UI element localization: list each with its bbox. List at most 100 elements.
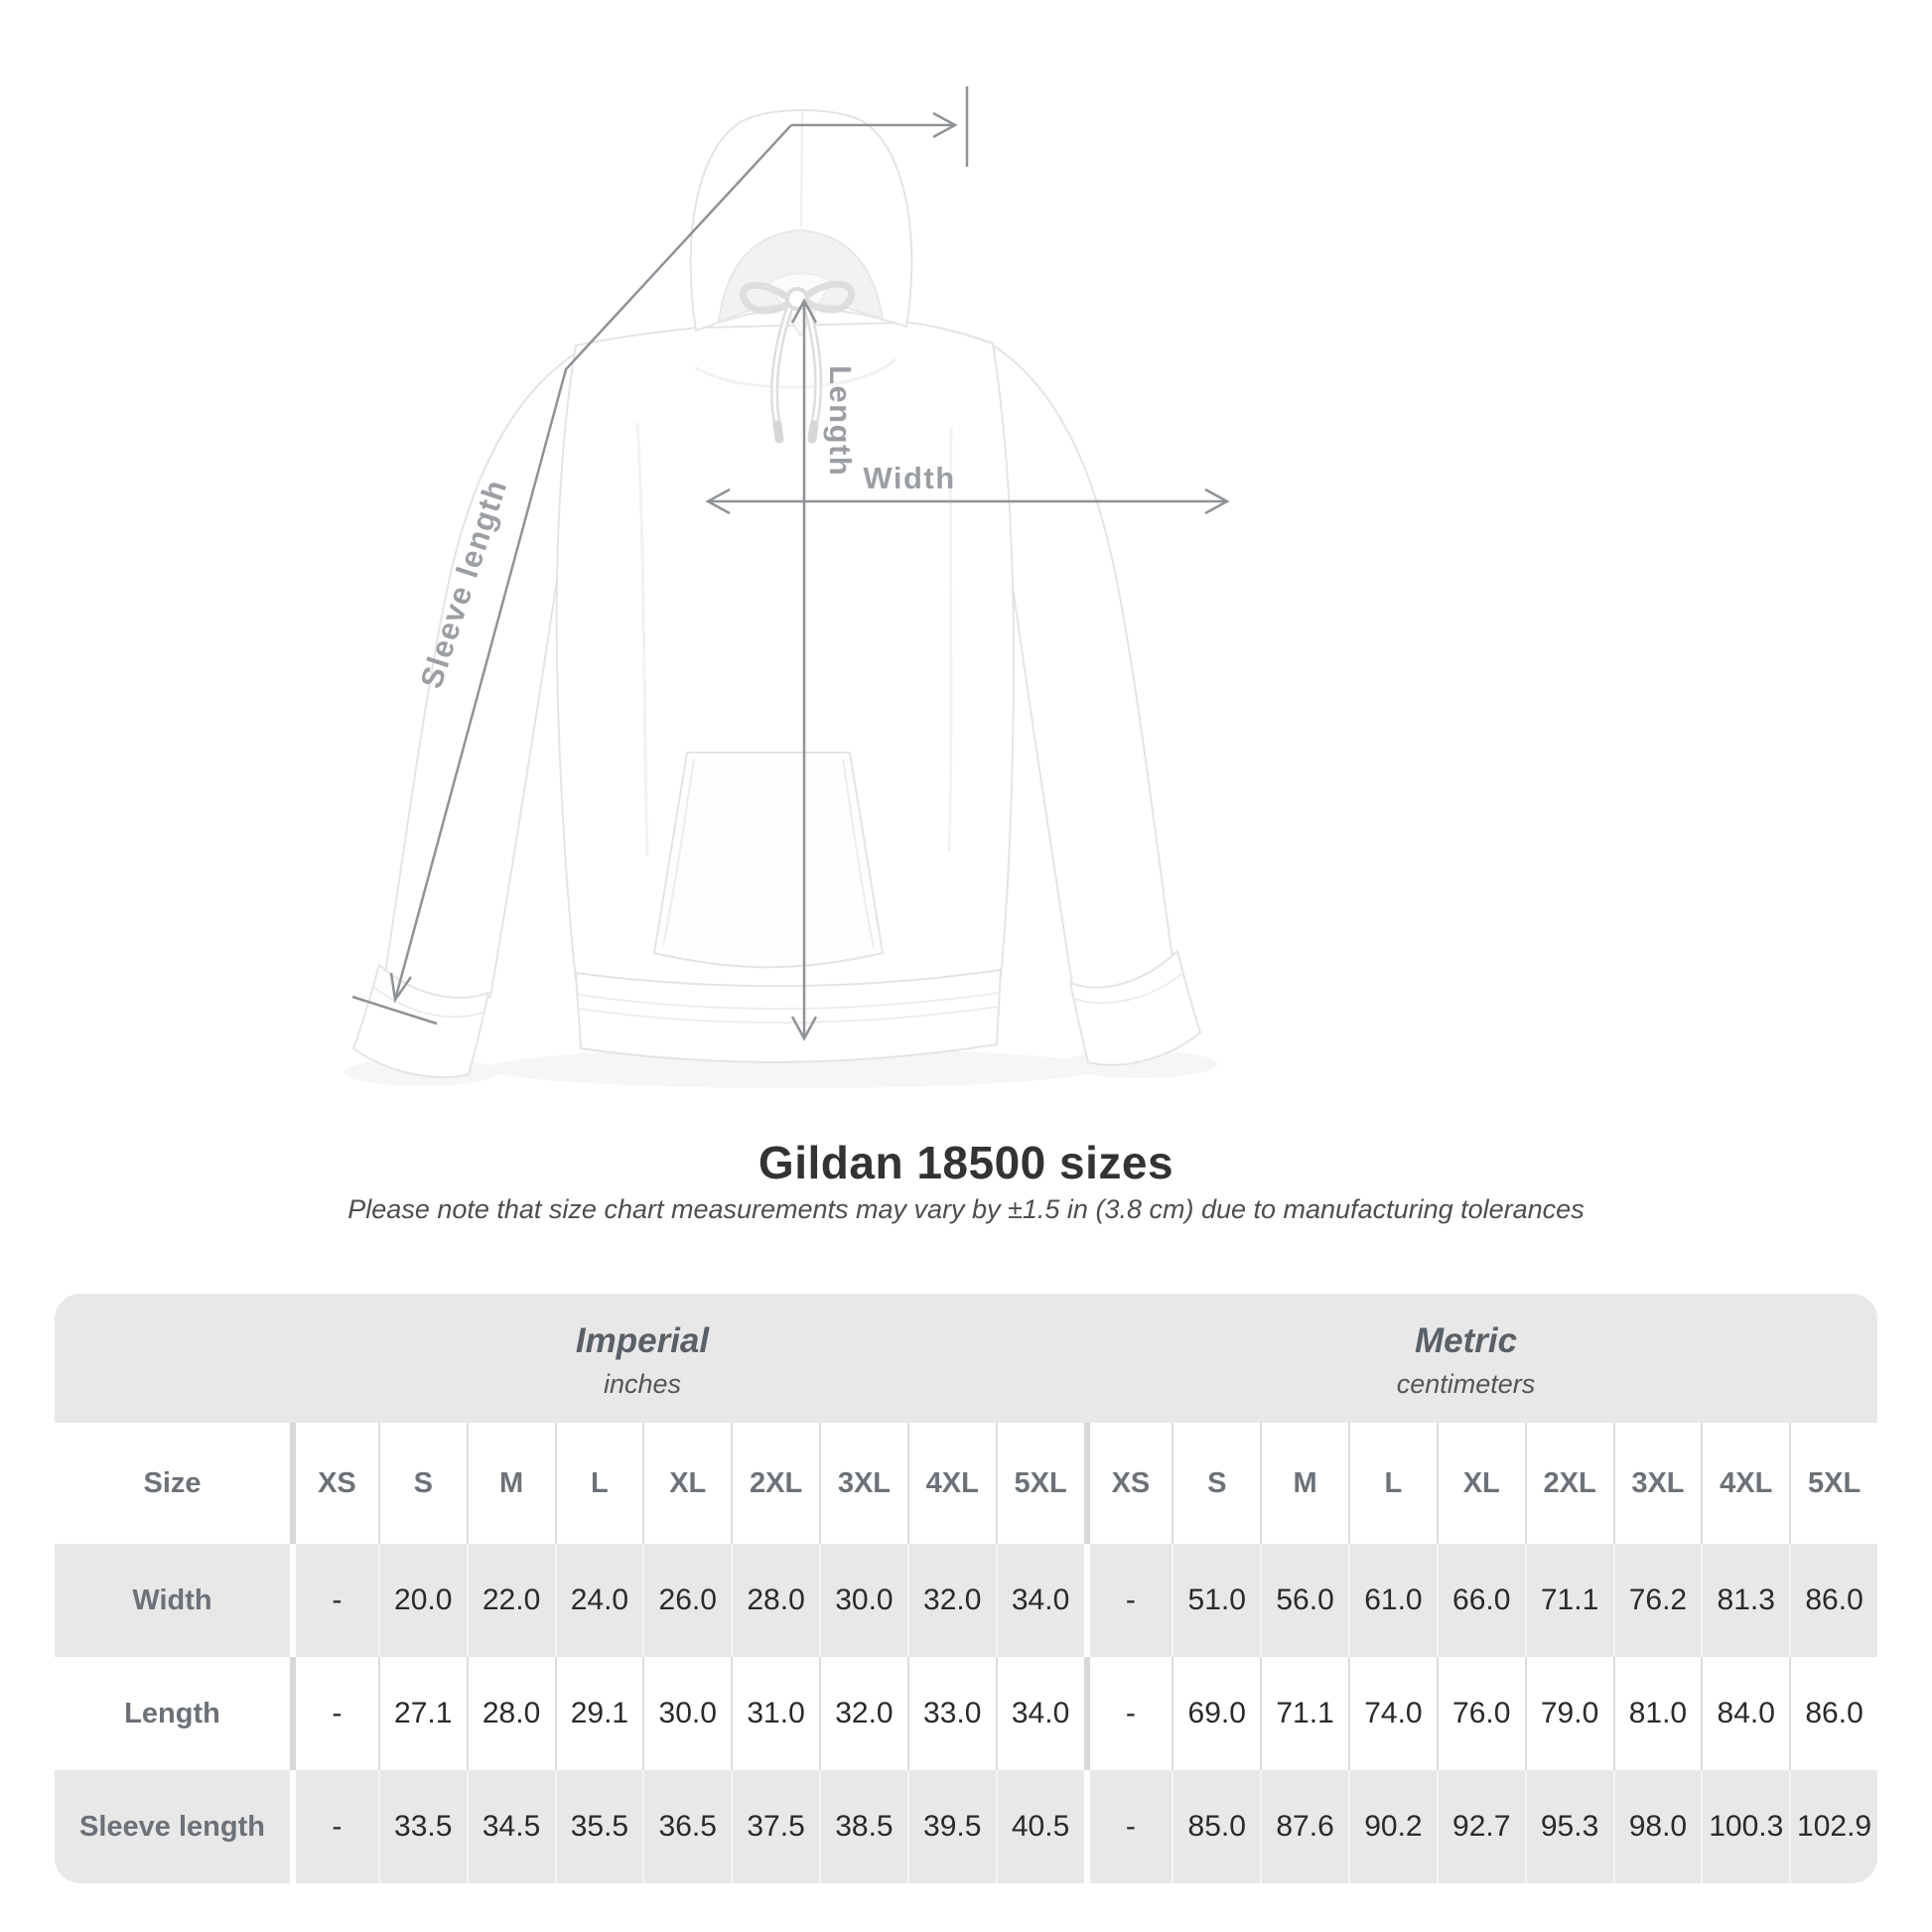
size-header-imperial-s: S (377, 1423, 467, 1544)
value-cell-imperial: 32.0 (819, 1657, 907, 1770)
size-header-metric-5xl: 5XL (1789, 1423, 1877, 1544)
width-label: Width (863, 461, 955, 495)
value-cell-metric: 98.0 (1612, 1770, 1702, 1883)
imperial-header: Imperial inches (245, 1294, 1039, 1423)
value-cell-imperial: 39.5 (906, 1770, 996, 1883)
value-cell-imperial: - (290, 1657, 378, 1770)
tolerance-note: Please note that size chart measurements… (347, 1194, 1585, 1224)
drawstrings (740, 280, 855, 444)
kangaroo-pocket (652, 752, 885, 969)
size-header-imperial-4xl: 4XL (906, 1423, 996, 1544)
metric-header: Metric centimeters (1069, 1294, 1863, 1423)
value-cell-imperial: 22.0 (466, 1544, 555, 1657)
value-cell-metric: 100.3 (1701, 1770, 1789, 1883)
right-sleeve (990, 344, 1174, 989)
size-header-metric-4xl: 4XL (1701, 1423, 1789, 1544)
value-cell-metric: 76.2 (1612, 1544, 1702, 1657)
value-cell-metric: 95.3 (1524, 1770, 1613, 1883)
imperial-unit: inches (603, 1368, 682, 1399)
value-cell-imperial: - (290, 1770, 378, 1883)
size-header-metric-2xl: 2XL (1524, 1423, 1613, 1544)
arrow-up-icon (790, 298, 818, 324)
value-cell-imperial: 40.5 (995, 1770, 1084, 1883)
size-header-metric-m: M (1260, 1423, 1348, 1544)
value-cell-metric: 90.2 (1348, 1770, 1437, 1883)
row-label: Length (124, 1697, 220, 1729)
left-cuff (351, 963, 490, 1078)
value-cell-metric: 74.0 (1348, 1657, 1437, 1770)
hoodie-illustration (351, 109, 1202, 1078)
size-column-header: Size (143, 1466, 202, 1499)
value-cell-metric: 85.0 (1172, 1770, 1260, 1883)
value-cell-imperial: 31.0 (731, 1657, 819, 1770)
arrow-right-icon (932, 111, 958, 139)
value-cell-imperial: 35.5 (554, 1770, 643, 1883)
value-cell-metric: 79.0 (1524, 1657, 1613, 1770)
size-header-metric-l: L (1348, 1423, 1437, 1544)
value-cell-metric: 92.7 (1436, 1770, 1525, 1883)
value-cell-imperial: 20.0 (377, 1544, 467, 1657)
value-cell-metric: 69.0 (1172, 1657, 1260, 1770)
arrow-right-icon (1204, 487, 1230, 515)
value-cell-imperial: 27.1 (377, 1657, 467, 1770)
value-cell-metric: 86.0 (1789, 1544, 1877, 1657)
size-header-metric-s: S (1172, 1423, 1260, 1544)
measurement-row-width: Width -20.0 22.0 24.0 26.0 28.0 30.0 32.0 34.0-5… (55, 1544, 1877, 1657)
value-cell-metric: 71.1 (1260, 1657, 1348, 1770)
value-cell-imperial: 33.0 (906, 1657, 996, 1770)
value-cell-metric: 71.1 (1524, 1544, 1613, 1657)
length-label: Length (823, 365, 858, 477)
value-cell-imperial: 38.5 (819, 1770, 907, 1883)
value-cell-metric: 51.0 (1172, 1544, 1260, 1657)
size-header-imperial-2xl: 2XL (731, 1423, 819, 1544)
size-header-metric-xl: XL (1436, 1423, 1525, 1544)
value-cell-metric: 84.0 (1701, 1657, 1789, 1770)
row-label: Sleeve length (79, 1810, 265, 1843)
value-cell-imperial: 36.5 (642, 1770, 731, 1883)
arrow-left-icon (705, 487, 731, 515)
metric-label: Metric (1414, 1320, 1518, 1360)
value-cell-metric: - (1083, 1544, 1173, 1657)
value-cell-metric: - (1083, 1770, 1173, 1883)
value-cell-metric: 87.6 (1260, 1770, 1348, 1883)
value-cell-imperial: 24.0 (554, 1544, 643, 1657)
value-cell-metric: 102.9 (1789, 1770, 1877, 1883)
value-cell-imperial: 33.5 (377, 1770, 467, 1883)
measurement-row-length: Length -27.1 28.0 29.1 30.0 31.0 32.0 33.0 34.0-… (55, 1657, 1877, 1770)
arrow-down-icon (790, 1016, 818, 1041)
size-header-metric-3xl: 3XL (1612, 1423, 1702, 1544)
width-measure: Width (705, 461, 1230, 515)
value-cell-imperial: 28.0 (466, 1657, 555, 1770)
size-header-row: Size XS S M L XL 2XL 3XL 4XL 5XL XS S M L XL 2XL 3XL 4XL 5… (55, 1423, 1877, 1544)
size-header-imperial-3xl: 3XL (819, 1423, 907, 1544)
size-table: Imperial inches Metric centimeters Size X… (55, 1294, 1877, 1883)
value-cell-metric: 81.0 (1612, 1657, 1702, 1770)
value-cell-metric: - (1083, 1657, 1173, 1770)
value-cell-metric: 66.0 (1436, 1544, 1525, 1657)
hoodie-measurement-diagram: Length Width Sleeve length (351, 86, 1230, 1078)
value-cell-metric: 76.0 (1436, 1657, 1525, 1770)
right-cuff (1068, 949, 1202, 1066)
value-cell-imperial: 37.5 (731, 1770, 819, 1883)
value-cell-imperial: 30.0 (819, 1544, 907, 1657)
value-cell-metric: 61.0 (1348, 1544, 1437, 1657)
arrow-down-left-icon (389, 972, 413, 1004)
value-cell-metric: 81.3 (1701, 1544, 1789, 1657)
unit-band: Imperial inches Metric centimeters (55, 1294, 1877, 1423)
value-cell-imperial: 32.0 (906, 1544, 996, 1657)
length-measure: Length (790, 298, 858, 1041)
page-title: Gildan 18500 sizes (758, 1137, 1174, 1188)
hem-band (574, 968, 1003, 1063)
value-cell-imperial: 28.0 (731, 1544, 819, 1657)
size-header-imperial-5xl: 5XL (995, 1423, 1084, 1544)
row-label: Width (132, 1584, 212, 1616)
size-header-imperial-xs: XS (290, 1423, 378, 1544)
size-header-metric-xs: XS (1083, 1423, 1173, 1544)
value-cell-imperial: 26.0 (642, 1544, 731, 1657)
size-header-imperial-xl: XL (642, 1423, 731, 1544)
measurement-row-sleeve-length: Sleeve length -33.5 34.5 35.5 36.5 37.5 38.5 39… (55, 1770, 1877, 1883)
value-cell-imperial: 34.0 (995, 1657, 1084, 1770)
value-cell-imperial: 30.0 (642, 1657, 731, 1770)
value-cell-imperial: 34.5 (466, 1770, 555, 1883)
